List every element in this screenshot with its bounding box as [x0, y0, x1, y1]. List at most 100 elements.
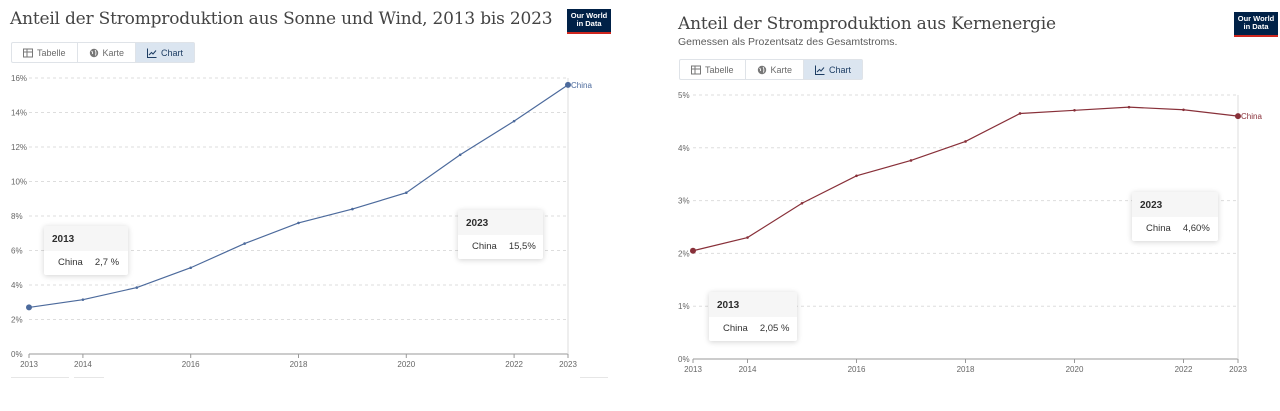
x-tick-label: 2018	[290, 360, 308, 369]
x-tick-label: 2022	[505, 360, 523, 369]
chart-panel-nuclear: Anteil der Stromproduktion aus Kernenerg…	[668, 0, 1280, 411]
data-point[interactable]	[1127, 105, 1131, 109]
y-tick-label: 3%	[678, 197, 690, 206]
data-point[interactable]	[26, 304, 32, 311]
data-point[interactable]	[405, 191, 408, 195]
x-tick-label: 2013	[684, 365, 702, 374]
chart-title: Anteil der Stromproduktion aus Kernenerg…	[678, 14, 1056, 34]
tooltip-entity: China	[58, 257, 83, 268]
y-tick-label: 16%	[11, 74, 27, 83]
tooltip-year: 2013	[709, 292, 797, 317]
line-chart-icon	[815, 65, 825, 75]
y-tick-label: 8%	[11, 212, 23, 221]
line-chart-solar-wind: 0% 2% 4% 6% 8% 10% 12% 14% 16% 2013 2014 2016 2018 20…	[11, 74, 592, 369]
tooltip-entity: China	[472, 241, 497, 252]
tooltip-entity: China	[1146, 223, 1171, 234]
footer-divider	[74, 377, 104, 380]
y-tick-label: 6%	[11, 247, 23, 256]
y-tick-label: 1%	[678, 302, 690, 311]
table-icon	[23, 48, 33, 57]
tab-table-label: Tabelle	[37, 47, 66, 58]
view-tabs: Tabelle Karte Chart	[11, 42, 196, 63]
x-tick-label: 2023	[559, 360, 577, 369]
y-tick-label: 14%	[11, 109, 27, 118]
y-tick-label: 0%	[678, 355, 690, 364]
data-point[interactable]	[458, 153, 462, 157]
data-point[interactable]	[746, 236, 749, 239]
tab-chart[interactable]: Chart	[136, 43, 195, 62]
tooltip-value: 4,60%	[1182, 223, 1210, 234]
y-tick-label: 12%	[11, 143, 27, 152]
data-point[interactable]	[297, 221, 300, 225]
data-point[interactable]	[135, 286, 139, 289]
tab-chart-label: Chart	[829, 64, 852, 75]
tooltip-end: 2023 China 15,5%	[458, 210, 543, 259]
data-point[interactable]	[1235, 113, 1241, 120]
owid-logo[interactable]: Our World in Data	[1234, 12, 1278, 37]
series-end-label: China	[1241, 112, 1262, 121]
y-tick-label: 2%	[11, 316, 23, 325]
footer-divider	[580, 377, 608, 380]
x-tick-label: 2020	[1066, 365, 1084, 374]
y-tick-label: 4%	[678, 144, 690, 153]
y-tick-label: 4%	[11, 281, 23, 290]
data-point[interactable]	[512, 119, 516, 123]
data-point[interactable]	[909, 159, 913, 162]
x-tick-label: 2016	[182, 360, 200, 369]
tooltip-start: 2013 China 2,05 %	[709, 292, 797, 341]
x-tick-label: 2023	[1229, 365, 1247, 374]
series-end-label: China	[571, 81, 592, 90]
tooltip-entity: China	[723, 323, 748, 334]
data-point[interactable]	[351, 207, 354, 211]
data-point[interactable]	[189, 266, 192, 270]
tooltip-year: 2023	[1132, 192, 1218, 217]
x-tick-label: 2014	[739, 365, 757, 374]
data-point[interactable]	[81, 298, 85, 301]
x-tick-label: 2020	[397, 360, 415, 369]
tab-map[interactable]: Karte	[78, 43, 137, 62]
y-tick-label: 10%	[11, 178, 27, 187]
chart-panel-solar-wind: Anteil der Stromproduktion aus Sonne und…	[0, 0, 625, 411]
tab-map-label: Karte	[102, 47, 125, 58]
tab-map-label: Karte	[770, 64, 793, 75]
owid-logo[interactable]: Our World in Data	[567, 9, 611, 34]
data-point[interactable]	[1073, 109, 1076, 112]
line-chart-nuclear: 0% 1% 2% 3% 4% 5% 2013 2014 2016 2018 2020 2022 2023…	[678, 91, 1262, 374]
x-tick-label: 2016	[848, 365, 866, 374]
x-tick-label: 2014	[74, 360, 92, 369]
tab-chart[interactable]: Chart	[804, 60, 863, 79]
data-point[interactable]	[243, 242, 246, 245]
y-tick-label: 2%	[678, 249, 690, 258]
data-point[interactable]	[1018, 112, 1022, 115]
data-point[interactable]	[964, 140, 967, 143]
view-tabs: Tabelle Karte Chart	[679, 59, 864, 80]
tooltip-year: 2013	[44, 226, 128, 251]
footer-divider	[11, 377, 69, 380]
table-icon	[691, 65, 701, 74]
tooltip-value: 15,5%	[508, 241, 536, 252]
tooltip-value: 2,7 %	[94, 257, 120, 268]
data-point[interactable]	[1182, 108, 1185, 112]
data-point[interactable]	[855, 174, 858, 178]
tab-chart-label: Chart	[161, 47, 184, 58]
data-point[interactable]	[800, 201, 804, 205]
y-tick-label: 0%	[11, 350, 23, 359]
tab-table[interactable]: Tabelle	[680, 60, 746, 79]
tooltip-value: 2,05 %	[759, 323, 790, 334]
tooltip-end: 2023 China 4,60%	[1132, 192, 1218, 241]
chart-title: Anteil der Stromproduktion aus Sonne und…	[10, 9, 553, 29]
chart-subtitle: Gemessen als Prozentsatz des Gesamtstrom…	[678, 36, 898, 48]
globe-icon	[89, 48, 98, 57]
tooltip-start: 2013 China 2,7 %	[44, 226, 128, 275]
tab-table[interactable]: Tabelle	[12, 43, 78, 62]
x-tick-label: 2022	[1175, 365, 1193, 374]
x-tick-label: 2018	[957, 365, 975, 374]
line-chart-icon	[147, 48, 157, 58]
y-tick-label: 5%	[678, 91, 690, 100]
tooltip-year: 2023	[458, 210, 543, 235]
data-point[interactable]	[690, 247, 696, 254]
tab-table-label: Tabelle	[705, 64, 734, 75]
data-point[interactable]	[565, 81, 571, 88]
tab-map[interactable]: Karte	[746, 60, 805, 79]
globe-icon	[757, 65, 766, 74]
